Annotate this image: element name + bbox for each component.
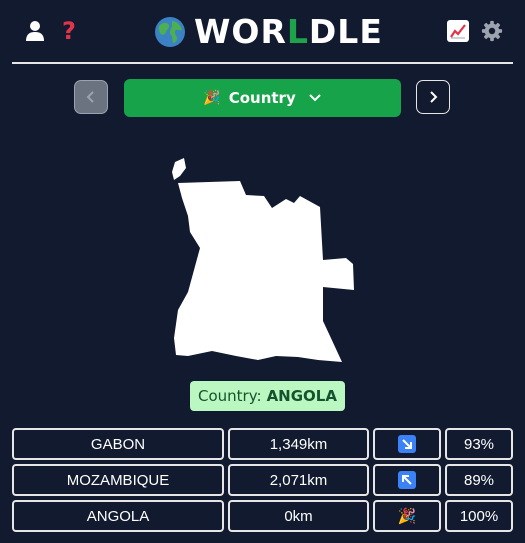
guess-proximity: 100% bbox=[445, 500, 513, 532]
stats-chart-icon[interactable] bbox=[447, 20, 469, 42]
chevron-down-icon bbox=[309, 94, 321, 102]
answer-label: Country: bbox=[198, 387, 262, 405]
title-prefix: WOR bbox=[194, 12, 287, 51]
guess-distance: 1,349km bbox=[228, 428, 369, 460]
previous-button bbox=[74, 80, 108, 114]
guess-direction bbox=[373, 428, 441, 460]
title-highlight: L bbox=[286, 12, 309, 51]
chevron-right-icon bbox=[430, 91, 438, 103]
chevron-left-icon bbox=[86, 91, 94, 103]
south-east-arrow-icon bbox=[398, 435, 416, 453]
answer-value: ANGOLA bbox=[266, 387, 337, 405]
guess-distance: 0km bbox=[228, 500, 369, 532]
guess-country: ANGOLA bbox=[12, 500, 224, 532]
north-west-arrow-icon bbox=[398, 471, 416, 489]
guess-country: MOZAMBIQUE bbox=[12, 464, 224, 496]
globe-icon bbox=[155, 17, 185, 47]
gear-icon[interactable] bbox=[479, 18, 505, 44]
answer-badge: Country: ANGOLA bbox=[190, 381, 345, 411]
logo: WORLDLE bbox=[154, 12, 383, 52]
help-icon[interactable]: ? bbox=[62, 17, 76, 45]
title-suffix: DLE bbox=[308, 12, 383, 51]
guess-proximity: 89% bbox=[445, 464, 513, 496]
page-title: WORLDLE bbox=[194, 12, 383, 52]
country-silhouette bbox=[172, 158, 354, 362]
user-icon[interactable] bbox=[22, 18, 48, 44]
header: ? WORLDLE bbox=[12, 0, 513, 64]
mode-select-button[interactable]: 🎉 Country bbox=[124, 79, 401, 117]
mode-label: Country bbox=[228, 89, 296, 107]
party-popper-icon: 🎉 bbox=[397, 508, 417, 525]
party-popper-icon: 🎉 bbox=[203, 90, 221, 106]
next-button[interactable] bbox=[416, 80, 450, 114]
guess-direction bbox=[373, 464, 441, 496]
guess-country: GABON bbox=[12, 428, 224, 460]
guess-direction: 🎉 bbox=[373, 500, 441, 532]
guess-proximity: 93% bbox=[445, 428, 513, 460]
guess-distance: 2,071km bbox=[228, 464, 369, 496]
